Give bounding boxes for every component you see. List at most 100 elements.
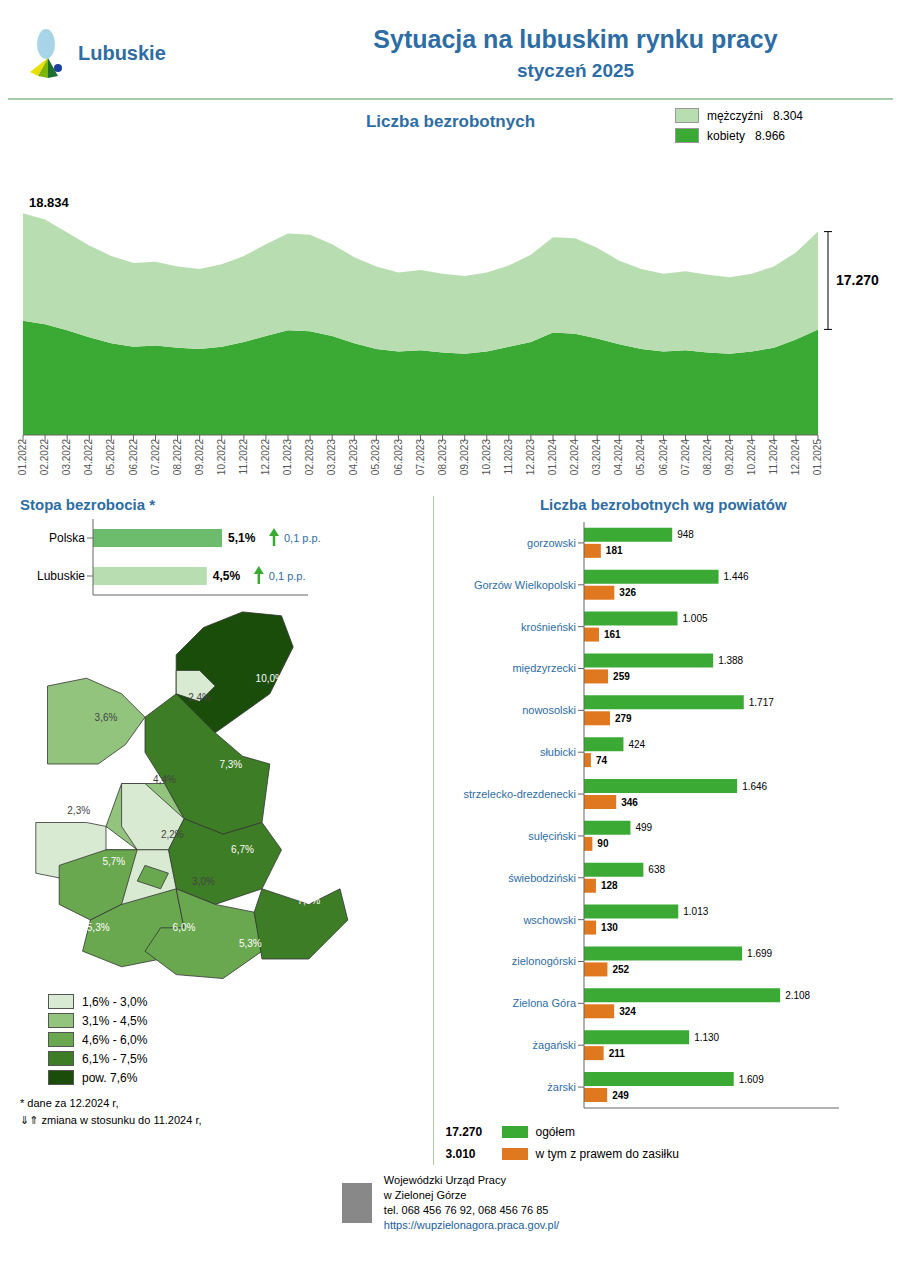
svg-text:2,3%: 2,3% — [67, 805, 90, 816]
svg-text:08.2022: 08.2022 — [172, 439, 183, 476]
svg-text:0,1 p.p.: 0,1 p.p. — [269, 570, 306, 582]
svg-text:żagański: żagański — [532, 1039, 575, 1051]
svg-text:zielonogórski: zielonogórski — [511, 955, 575, 967]
svg-text:11.2023: 11.2023 — [503, 439, 514, 475]
svg-text:10,0%: 10,0% — [256, 673, 284, 684]
svg-text:03.2024: 03.2024 — [591, 439, 602, 476]
svg-text:02.2024: 02.2024 — [569, 439, 580, 476]
svg-text:gorzowski: gorzowski — [527, 537, 576, 549]
svg-text:130: 130 — [601, 922, 618, 933]
svg-text:128: 128 — [600, 880, 617, 891]
svg-text:1.646: 1.646 — [742, 781, 767, 792]
svg-text:Polska: Polska — [49, 531, 85, 545]
svg-text:4,4%: 4,4% — [153, 774, 176, 785]
svg-text:5,3%: 5,3% — [87, 922, 110, 933]
svg-text:499: 499 — [635, 822, 652, 833]
svg-text:02.2023: 02.2023 — [304, 439, 315, 476]
svg-text:wschowski: wschowski — [522, 914, 576, 926]
svg-text:3,0%: 3,0% — [192, 876, 215, 887]
svg-text:01.2024: 01.2024 — [547, 439, 558, 476]
svg-text:06.2022: 06.2022 — [128, 439, 139, 476]
svg-text:Gorzów Wielkopolski: Gorzów Wielkopolski — [473, 579, 575, 591]
svg-text:1.130: 1.130 — [694, 1032, 719, 1043]
svg-text:1.446: 1.446 — [723, 571, 748, 582]
svg-text:18.834: 18.834 — [29, 195, 70, 210]
svg-text:324: 324 — [619, 1006, 636, 1017]
svg-text:346: 346 — [621, 797, 638, 808]
svg-text:01.2025: 01.2025 — [812, 439, 823, 476]
svg-text:17.270: 17.270 — [836, 272, 879, 288]
svg-text:6,0%: 6,0% — [173, 922, 196, 933]
svg-text:4,5%: 4,5% — [213, 569, 241, 583]
svg-text:161: 161 — [603, 629, 620, 640]
svg-text:6,7%: 6,7% — [231, 844, 254, 855]
svg-text:211: 211 — [608, 1048, 625, 1059]
svg-text:07.2022: 07.2022 — [150, 439, 161, 476]
svg-text:5,1%: 5,1% — [228, 531, 256, 545]
svg-text:252: 252 — [612, 964, 629, 975]
svg-text:nowosolski: nowosolski — [522, 704, 576, 716]
svg-text:10.2024: 10.2024 — [746, 439, 757, 476]
svg-text:06.2023: 06.2023 — [393, 439, 404, 476]
svg-text:7,3%: 7,3% — [219, 759, 242, 770]
svg-text:04.2023: 04.2023 — [348, 439, 359, 476]
svg-text:09.2024: 09.2024 — [724, 439, 735, 476]
svg-text:sulęciński: sulęciński — [528, 830, 576, 842]
svg-text:1.005: 1.005 — [682, 613, 707, 624]
svg-text:międzyrzecki: międzyrzecki — [512, 662, 576, 674]
svg-text:10.2023: 10.2023 — [481, 439, 492, 476]
svg-text:04.2024: 04.2024 — [613, 439, 624, 476]
svg-text:Zielona Góra: Zielona Góra — [512, 997, 576, 1009]
svg-text:5,7%: 5,7% — [102, 856, 125, 867]
svg-text:05.2023: 05.2023 — [370, 439, 381, 476]
svg-text:żarski: żarski — [547, 1081, 576, 1093]
svg-text:638: 638 — [648, 864, 665, 875]
svg-text:1.699: 1.699 — [747, 948, 772, 959]
svg-text:świebodziński: świebodziński — [508, 872, 576, 884]
svg-text:2.108: 2.108 — [785, 990, 810, 1001]
svg-text:08.2023: 08.2023 — [437, 439, 448, 476]
svg-text:12.2024: 12.2024 — [790, 439, 801, 476]
svg-text:03.2022: 03.2022 — [61, 439, 72, 476]
svg-text:259: 259 — [613, 671, 630, 682]
svg-text:01.2022: 01.2022 — [17, 439, 28, 476]
svg-text:424: 424 — [628, 739, 645, 750]
svg-text:1.717: 1.717 — [748, 697, 773, 708]
svg-text:7,5%: 7,5% — [297, 895, 320, 906]
svg-text:2,4%: 2,4% — [188, 692, 211, 703]
svg-text:279: 279 — [614, 713, 631, 724]
svg-text:2,2%: 2,2% — [161, 829, 184, 840]
svg-text:12.2022: 12.2022 — [260, 439, 271, 476]
svg-text:07.2024: 07.2024 — [680, 439, 691, 476]
svg-text:90: 90 — [597, 838, 609, 849]
svg-text:1.013: 1.013 — [683, 906, 708, 917]
svg-text:02.2022: 02.2022 — [39, 439, 50, 476]
svg-text:07.2023: 07.2023 — [415, 439, 426, 476]
svg-text:strzelecko-drezdenecki: strzelecko-drezdenecki — [463, 788, 576, 800]
svg-text:3,6%: 3,6% — [95, 712, 118, 723]
svg-text:słubicki: słubicki — [539, 746, 575, 758]
svg-text:74: 74 — [595, 755, 607, 766]
svg-text:04.2022: 04.2022 — [83, 439, 94, 476]
svg-text:181: 181 — [605, 545, 622, 556]
svg-text:948: 948 — [677, 529, 694, 540]
svg-text:09.2022: 09.2022 — [194, 439, 205, 476]
svg-text:krośnieński: krośnieński — [520, 621, 575, 633]
svg-text:0,1 p.p.: 0,1 p.p. — [284, 532, 321, 544]
svg-text:249: 249 — [612, 1090, 629, 1101]
svg-text:1.388: 1.388 — [718, 655, 743, 666]
svg-text:09.2023: 09.2023 — [459, 439, 470, 476]
svg-text:10.2022: 10.2022 — [216, 439, 227, 476]
svg-text:06.2024: 06.2024 — [658, 439, 669, 476]
svg-text:05.2024: 05.2024 — [635, 439, 646, 476]
svg-text:03.2023: 03.2023 — [326, 439, 337, 476]
svg-text:01.2023: 01.2023 — [282, 439, 293, 476]
svg-text:11.2022: 11.2022 — [238, 439, 249, 475]
svg-text:08.2024: 08.2024 — [702, 439, 713, 476]
svg-text:5,3%: 5,3% — [239, 938, 262, 949]
svg-text:326: 326 — [619, 587, 636, 598]
svg-text:1.609: 1.609 — [738, 1074, 763, 1085]
svg-text:Lubuskie: Lubuskie — [37, 569, 85, 583]
svg-text:05.2022: 05.2022 — [105, 439, 116, 476]
svg-text:11.2024: 11.2024 — [768, 439, 779, 475]
